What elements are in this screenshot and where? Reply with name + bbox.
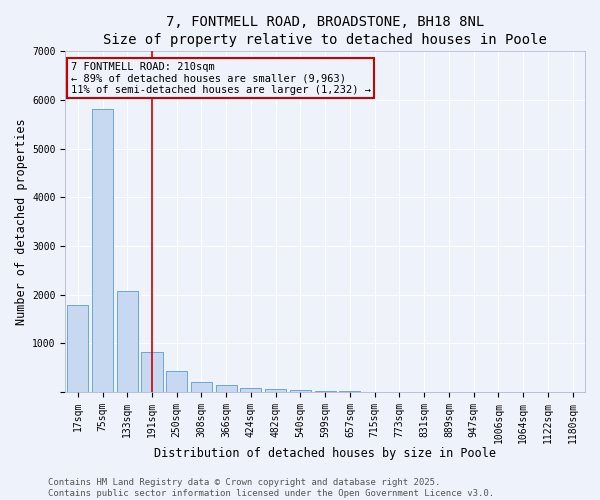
Bar	[241, 388, 262, 392]
X-axis label: Distribution of detached houses by size in Poole: Distribution of detached houses by size …	[154, 447, 496, 460]
Bar	[92, 109, 113, 392]
Bar	[265, 389, 286, 392]
Bar	[117, 291, 138, 392]
Y-axis label: Number of detached properties: Number of detached properties	[15, 118, 28, 325]
Text: 7 FONTMELL ROAD: 210sqm
← 89% of detached houses are smaller (9,963)
11% of semi: 7 FONTMELL ROAD: 210sqm ← 89% of detache…	[71, 62, 371, 95]
Bar	[166, 371, 187, 392]
Title: 7, FONTMELL ROAD, BROADSTONE, BH18 8NL
Size of property relative to detached hou: 7, FONTMELL ROAD, BROADSTONE, BH18 8NL S…	[103, 15, 547, 48]
Bar	[216, 385, 237, 392]
Bar	[290, 390, 311, 392]
Bar	[142, 352, 163, 392]
Bar	[191, 382, 212, 392]
Bar	[314, 390, 336, 392]
Bar	[67, 306, 88, 392]
Text: Contains HM Land Registry data © Crown copyright and database right 2025.
Contai: Contains HM Land Registry data © Crown c…	[48, 478, 494, 498]
